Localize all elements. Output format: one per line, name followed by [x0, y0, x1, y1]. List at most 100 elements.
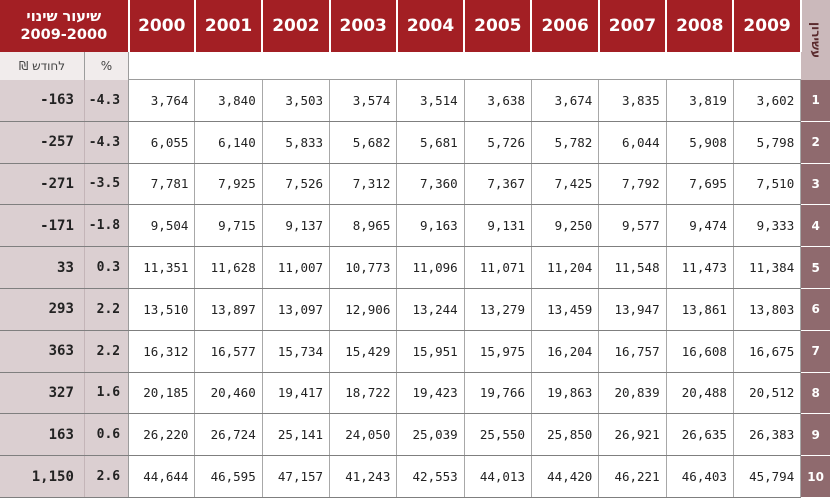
change-shekel-cell: 33: [0, 246, 85, 289]
value-cell: 16,577: [194, 330, 263, 373]
change-shekel-cell: 363: [0, 330, 85, 373]
table-row: 163 0.6 26,220 26,724 25,141 24,050 25,039 25,5…: [0, 413, 830, 457]
value-cell: 19,423: [396, 372, 465, 415]
year-header: 2009: [733, 0, 802, 52]
change-rate-header: שיעור שינוי 2009-2000: [0, 0, 130, 52]
table-row: -163 -4.3 3,764 3,840 3,503 3,574 3,514 3,638 3,…: [0, 79, 830, 122]
value-cell: 5,682: [329, 121, 398, 164]
change-title: שיעור שינוי: [26, 9, 102, 25]
value-cell: 7,312: [329, 163, 398, 206]
value-cell: 3,638: [464, 79, 532, 122]
change-percent-cell: 2.6: [84, 455, 130, 498]
year-header: 2006: [531, 0, 600, 52]
decile-cell: 3: [800, 163, 830, 206]
value-cell: 6,055: [128, 121, 196, 164]
value-cell: 7,781: [128, 163, 196, 206]
year-header: 2007: [598, 0, 668, 52]
value-cell: 13,947: [598, 288, 667, 331]
value-cell: 44,420: [531, 455, 600, 498]
value-cell: 5,798: [733, 121, 802, 164]
value-cell: 9,131: [464, 204, 532, 248]
units-row-blank: [128, 52, 801, 80]
value-cell: 9,250: [531, 204, 600, 248]
value-cell: 45,794: [733, 455, 802, 498]
value-cell: 11,007: [262, 246, 331, 289]
change-percent-cell: 1.6: [84, 372, 130, 415]
value-cell: 19,766: [464, 372, 532, 415]
value-cell: 15,734: [262, 330, 331, 373]
table-row: 33 0.3 11,351 11,628 11,007 10,773 11,096 11,07…: [0, 246, 830, 289]
value-cell: 20,185: [128, 372, 196, 415]
table-row: 327 1.6 20,185 20,460 19,417 18,722 19,423 19,7…: [0, 372, 830, 415]
value-cell: 7,792: [598, 163, 667, 206]
change-percent-cell: -1.8: [84, 204, 130, 248]
value-cell: 13,803: [733, 288, 802, 331]
value-cell: 46,221: [598, 455, 667, 498]
value-cell: 18,722: [329, 372, 398, 415]
value-cell: 5,908: [666, 121, 734, 164]
value-cell: 13,097: [262, 288, 331, 331]
change-percent-cell: -3.5: [84, 163, 130, 206]
value-cell: 11,548: [598, 246, 667, 289]
value-cell: 26,383: [733, 413, 802, 457]
value-cell: 15,951: [396, 330, 465, 373]
decile-cell: 7: [800, 330, 830, 373]
change-shekel-cell: -171: [0, 204, 85, 248]
decile-cell: 4: [800, 204, 830, 248]
value-cell: 46,403: [666, 455, 734, 498]
value-cell: 3,602: [733, 79, 802, 122]
value-cell: 26,220: [128, 413, 196, 457]
year-header: 2003: [329, 0, 398, 52]
table-body: -163 -4.3 3,764 3,840 3,503 3,574 3,514 3,638 3,…: [0, 79, 830, 498]
value-cell: 19,863: [531, 372, 600, 415]
change-percent-cell: 2.2: [84, 330, 130, 373]
change-shekel-cell: 327: [0, 372, 85, 415]
value-cell: 25,550: [464, 413, 532, 457]
unit-percent: %: [84, 52, 130, 80]
value-cell: 25,850: [531, 413, 600, 457]
change-period: 2009-2000: [20, 27, 108, 43]
decile-cell: 10: [800, 455, 830, 498]
value-cell: 11,628: [194, 246, 263, 289]
value-cell: 26,635: [666, 413, 734, 457]
value-cell: 24,050: [329, 413, 398, 457]
value-cell: 13,897: [194, 288, 263, 331]
value-cell: 13,861: [666, 288, 734, 331]
year-header: 2001: [194, 0, 264, 52]
decile-cell: 6: [800, 288, 830, 331]
value-cell: 16,204: [531, 330, 600, 373]
value-cell: 11,473: [666, 246, 734, 289]
value-cell: 6,140: [194, 121, 263, 164]
decile-header: עשירון: [800, 0, 830, 80]
value-cell: 20,839: [598, 372, 667, 415]
decile-cell: 5: [800, 246, 830, 289]
value-cell: 11,204: [531, 246, 600, 289]
decile-cell: 1: [800, 79, 830, 122]
value-cell: 7,695: [666, 163, 734, 206]
value-cell: 5,833: [262, 121, 331, 164]
value-cell: 44,013: [464, 455, 532, 498]
value-cell: 16,312: [128, 330, 196, 373]
value-cell: 7,510: [733, 163, 802, 206]
units-row: ₪ לחודש %: [0, 52, 830, 80]
change-shekel-cell: 1,150: [0, 455, 85, 498]
change-percent-cell: 2.2: [84, 288, 130, 331]
change-shekel-cell: -163: [0, 79, 85, 122]
value-cell: 42,553: [396, 455, 465, 498]
value-cell: 7,360: [396, 163, 465, 206]
change-percent-cell: 0.6: [84, 413, 130, 457]
value-cell: 3,835: [598, 79, 667, 122]
value-cell: 47,157: [262, 455, 331, 498]
value-cell: 9,163: [396, 204, 465, 248]
value-cell: 11,351: [128, 246, 196, 289]
value-cell: 10,773: [329, 246, 398, 289]
value-cell: 26,724: [194, 413, 263, 457]
change-percent-cell: -4.3: [84, 79, 130, 122]
value-cell: 26,921: [598, 413, 667, 457]
value-cell: 5,782: [531, 121, 600, 164]
value-cell: 41,243: [329, 455, 398, 498]
value-cell: 9,577: [598, 204, 667, 248]
value-cell: 20,512: [733, 372, 802, 415]
change-shekel-cell: -257: [0, 121, 85, 164]
value-cell: 44,644: [128, 455, 196, 498]
